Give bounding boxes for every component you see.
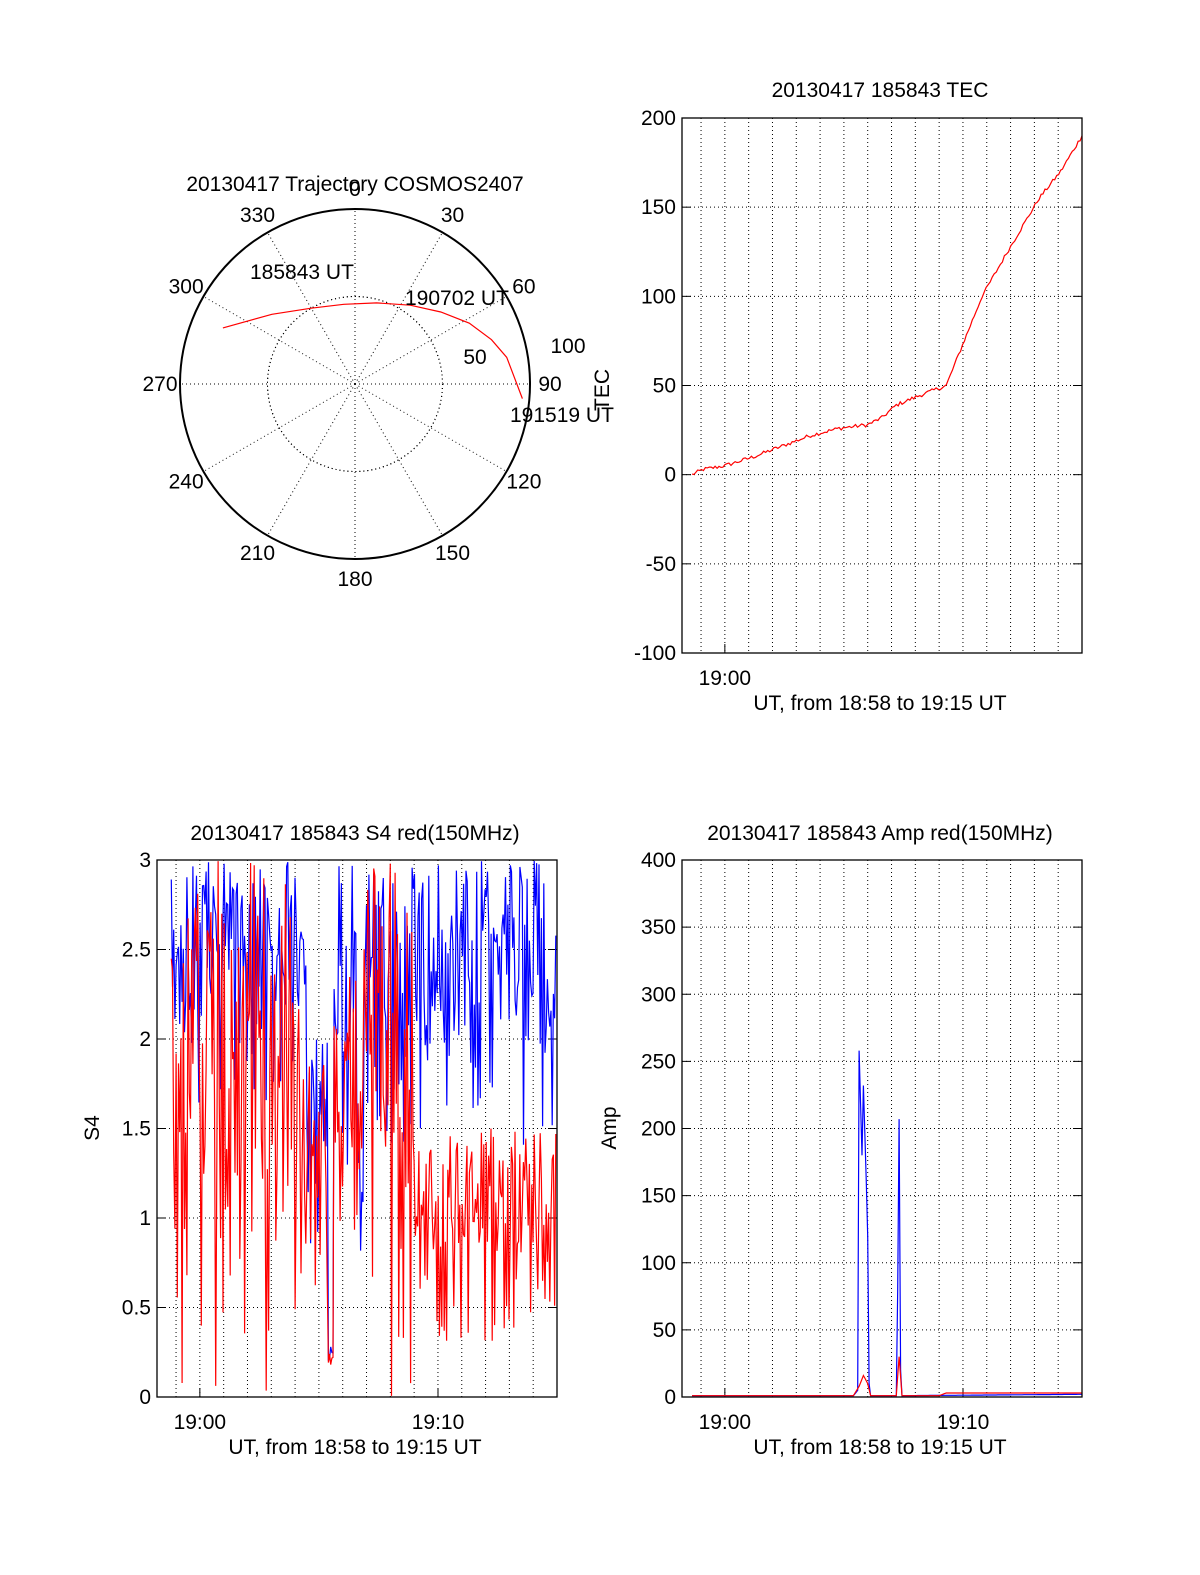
azimuth-label: 90 <box>538 373 561 396</box>
azimuth-label: 120 <box>506 471 541 494</box>
trajectory-line <box>222 302 523 399</box>
y-tick-label: 2.5 <box>122 939 151 962</box>
azimuth-label: 180 <box>337 568 372 591</box>
y-tick-label: 0 <box>664 464 676 487</box>
series-line-red <box>170 861 557 1396</box>
azimuth-label: 300 <box>169 276 204 299</box>
polar-title: 20130417 Trajectory COSMOS2407 <box>186 173 523 196</box>
y-tick-label: 350 <box>641 916 676 939</box>
amp-title: 20130417 185843 Amp red(150MHz) <box>707 822 1053 845</box>
y-tick-label: 1.5 <box>122 1118 151 1141</box>
trajectory-time-label: 191519 UT <box>510 404 614 427</box>
azimuth-label: 0 <box>349 178 361 201</box>
y-tick-label: 2 <box>139 1028 151 1051</box>
y-tick-label: 1 <box>139 1207 151 1230</box>
y-tick-label: 50 <box>653 1319 676 1342</box>
azimuth-label: 150 <box>435 542 470 565</box>
trajectory-time-label: 190702 UT <box>405 287 509 310</box>
y-tick-label: 0 <box>139 1386 151 1409</box>
x-tick-label: 19:10 <box>412 1411 465 1434</box>
y-tick-label: 0 <box>664 1386 676 1409</box>
x-tick-label: 19:00 <box>174 1411 227 1434</box>
zenith-label: 50 <box>463 346 486 369</box>
s4-xlabel: UT, from 18:58 to 19:15 UT <box>228 1436 481 1459</box>
y-tick-label: 300 <box>641 983 676 1006</box>
polar-trajectory-panel: 20130417 Trajectory COSMOS2407 0 30 60 90 12… <box>142 173 614 591</box>
zenith-label: 100 <box>550 335 585 358</box>
polar-spoke <box>267 383 356 536</box>
y-tick-label: 100 <box>641 285 676 308</box>
x-tick-label: 19:00 <box>699 1411 752 1434</box>
x-tick-label: 19:10 <box>937 1411 990 1434</box>
y-tick-label: 150 <box>641 196 676 219</box>
y-tick-label: 400 <box>641 849 676 872</box>
y-tick-label: 200 <box>641 1118 676 1141</box>
azimuth-label: 330 <box>240 204 275 227</box>
series-line-red <box>691 135 1083 476</box>
polar-outer-ring <box>179 208 531 560</box>
y-tick-label: 0.5 <box>122 1297 151 1320</box>
azimuth-label: 30 <box>441 204 464 227</box>
x-tick-label: 19:00 <box>699 667 752 690</box>
polar-grid-ring <box>267 296 443 472</box>
y-tick-label: 50 <box>653 375 676 398</box>
series-line-blue <box>692 1050 1082 1397</box>
y-tick-label: 3 <box>139 849 151 872</box>
plot-frame <box>681 859 1083 1398</box>
trajectory-time-label: 185843 UT <box>250 261 354 284</box>
plot-frame <box>156 859 558 1398</box>
s4-ylabel: S4 <box>81 1115 104 1141</box>
amp-ylabel: Amp <box>598 1106 621 1149</box>
azimuth-label: 240 <box>169 471 204 494</box>
y-tick-label: 200 <box>641 107 676 130</box>
series-line-red <box>692 1356 1082 1397</box>
azimuth-label: 60 <box>512 276 535 299</box>
amp-panel: 20130417 185843 Amp red(150MHz) UT, from… <box>598 822 1083 1459</box>
tec-panel: 20130417 185843 TEC UT, from 18:58 to 19… <box>634 79 1083 715</box>
amp-xlabel: UT, from 18:58 to 19:15 UT <box>753 1436 1006 1459</box>
y-tick-label: -50 <box>646 553 676 576</box>
polar-spoke <box>354 383 507 472</box>
polar-spoke <box>354 383 443 536</box>
y-tick-label: 100 <box>641 1252 676 1275</box>
tec-title: 20130417 185843 TEC <box>772 79 989 102</box>
azimuth-label: 270 <box>142 373 177 396</box>
tec-axis-label: TEC <box>591 369 614 411</box>
y-tick-label: 150 <box>641 1185 676 1208</box>
y-tick-label: -100 <box>634 642 676 665</box>
series-line-blue <box>170 860 557 1361</box>
azimuth-label: 210 <box>240 542 275 565</box>
s4-panel: 20130417 185843 S4 red(150MHz) UT, from … <box>81 822 558 1459</box>
s4-title: 20130417 185843 S4 red(150MHz) <box>190 822 519 845</box>
plot-frame <box>681 117 1083 654</box>
y-tick-label: 250 <box>641 1050 676 1073</box>
tec-xlabel: UT, from 18:58 to 19:15 UT <box>753 692 1006 715</box>
